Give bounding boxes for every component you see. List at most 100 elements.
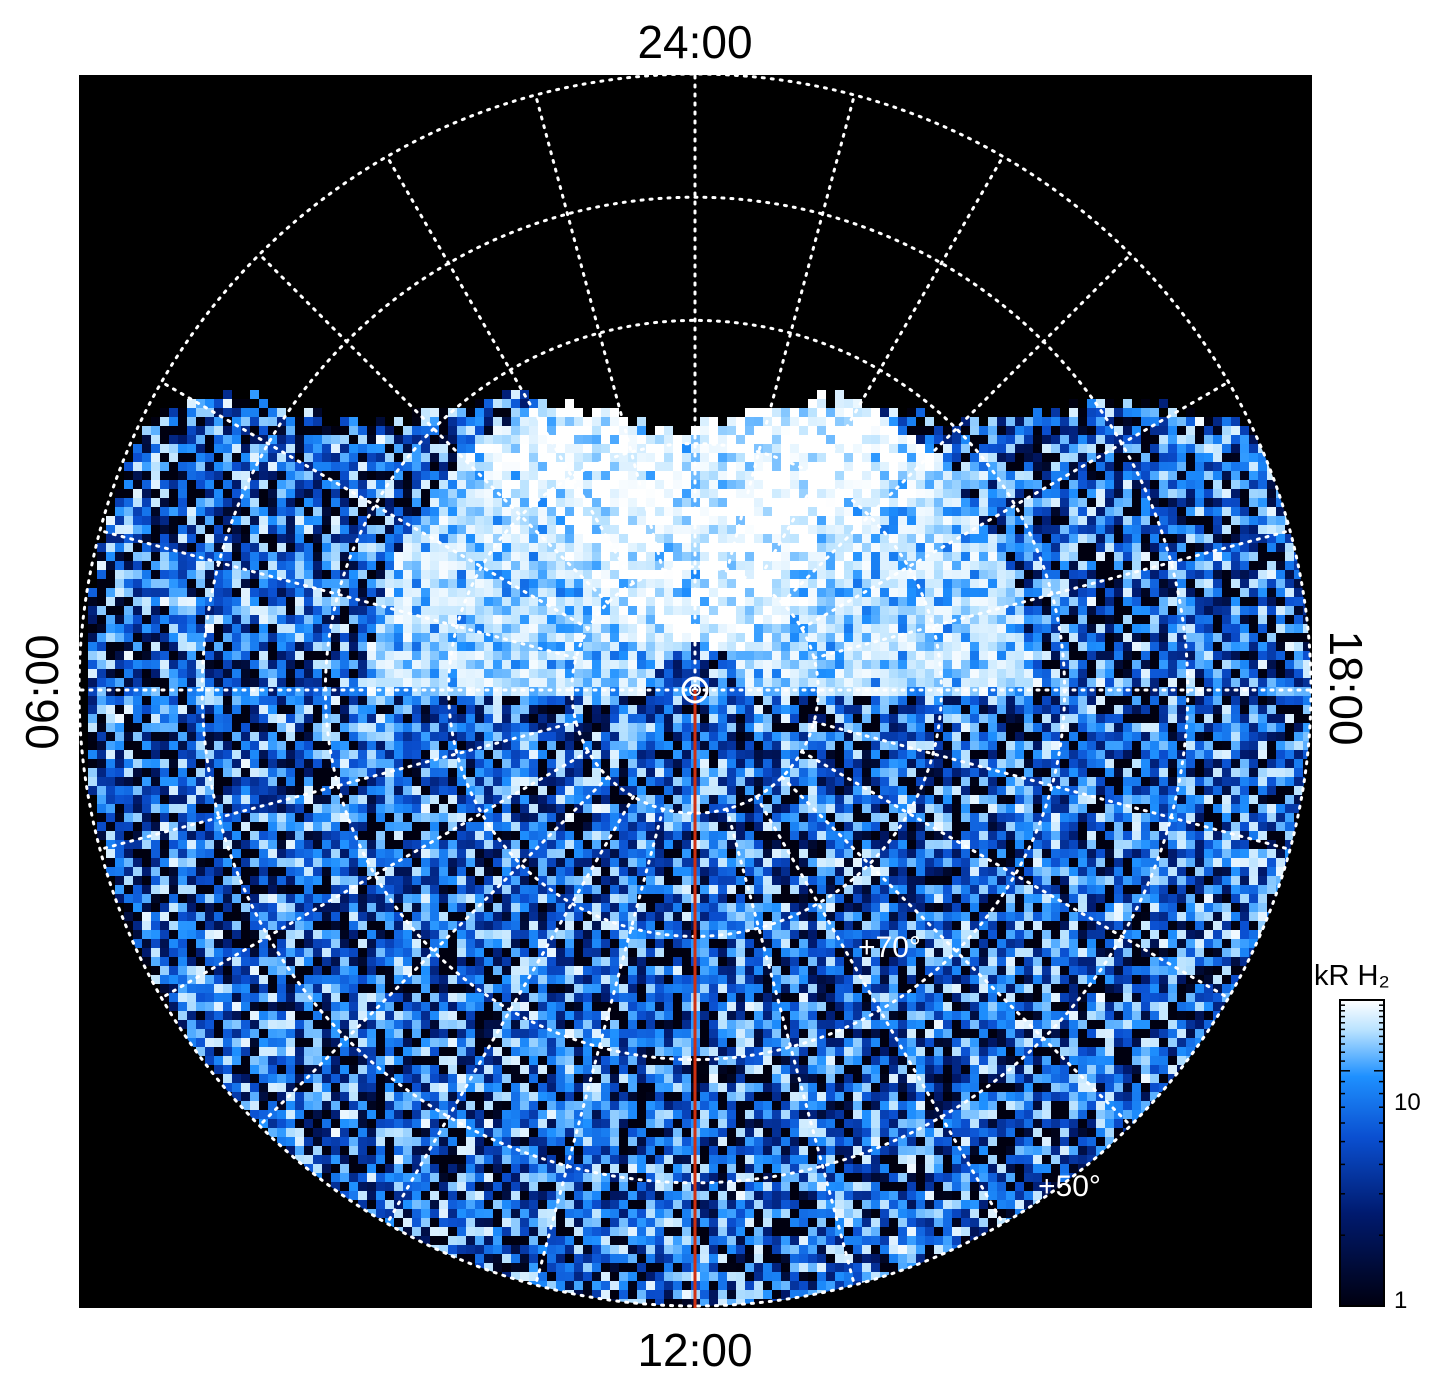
emission-pixel: [1051, 507, 1060, 516]
emission-pixel: [1276, 498, 1285, 507]
emission-pixel: [1087, 696, 1096, 705]
emission-pixel: [1240, 453, 1249, 462]
emission-pixel: [1294, 642, 1303, 651]
emission-pixel: [1042, 642, 1051, 651]
emission-pixel: [1096, 426, 1105, 435]
emission-pixel: [979, 705, 988, 714]
emission-pixel: [187, 534, 196, 543]
emission-pixel: [1177, 534, 1186, 543]
emission-pixel: [907, 696, 916, 705]
emission-pixel: [511, 714, 520, 723]
emission-pixel: [250, 588, 259, 597]
emission-pixel: [268, 588, 277, 597]
emission-pixel: [1105, 651, 1114, 660]
emission-pixel: [1150, 570, 1159, 579]
emission-pixel: [178, 687, 187, 696]
emission-pixel: [1006, 534, 1015, 543]
emission-pixel: [1285, 633, 1294, 642]
emission-pixel: [439, 714, 448, 723]
emission-pixel: [1042, 651, 1051, 660]
emission-pixel: [682, 705, 691, 714]
emission-pixel: [1042, 498, 1051, 507]
emission-pixel: [160, 534, 169, 543]
emission-pixel: [1042, 732, 1051, 741]
emission-pixel: [1258, 714, 1267, 723]
emission-pixel: [178, 453, 187, 462]
emission-pixel: [205, 660, 214, 669]
emission-pixel: [1186, 732, 1195, 741]
emission-pixel: [1195, 714, 1204, 723]
emission-pixel: [664, 732, 673, 741]
emission-pixel: [1222, 588, 1231, 597]
emission-pixel: [133, 606, 142, 615]
emission-pixel: [1096, 498, 1105, 507]
emission-pixel: [1222, 615, 1231, 624]
emission-pixel: [295, 642, 304, 651]
emission-pixel: [1060, 480, 1069, 489]
emission-pixel: [1222, 489, 1231, 498]
emission-pixel: [340, 525, 349, 534]
emission-pixel: [952, 714, 961, 723]
emission-pixel: [1168, 660, 1177, 669]
emission-pixel: [1276, 660, 1285, 669]
emission-pixel: [1078, 408, 1087, 417]
emission-pixel: [718, 732, 727, 741]
emission-pixel: [511, 705, 520, 714]
emission-pixel: [1249, 723, 1258, 732]
emission-pixel: [1123, 705, 1132, 714]
emission-pixel: [1069, 489, 1078, 498]
emission-pixel: [1078, 516, 1087, 525]
emission-pixel: [295, 489, 304, 498]
emission-pixel: [403, 507, 412, 516]
emission-pixel: [349, 525, 358, 534]
emission-pixel: [1033, 633, 1042, 642]
emission-pixel: [349, 651, 358, 660]
emission-pixel: [1078, 534, 1087, 543]
emission-pixel: [862, 705, 871, 714]
emission-pixel: [286, 624, 295, 633]
emission-pixel: [1150, 417, 1159, 426]
emission-pixel: [1168, 651, 1177, 660]
emission-pixel: [1087, 534, 1096, 543]
emission-pixel: [1096, 462, 1105, 471]
emission-pixel: [250, 687, 259, 696]
emission-pixel: [1258, 642, 1267, 651]
emission-pixel: [565, 714, 574, 723]
emission-pixel: [1087, 588, 1096, 597]
emission-pixel: [1213, 507, 1222, 516]
emission-pixel: [1141, 669, 1150, 678]
emission-pixel: [1051, 552, 1060, 561]
emission-pixel: [727, 714, 736, 723]
emission-pixel: [214, 696, 223, 705]
emission-pixel: [97, 669, 106, 678]
emission-pixel: [232, 543, 241, 552]
emission-pixel: [205, 435, 214, 444]
emission-pixel: [331, 498, 340, 507]
emission-pixel: [1294, 696, 1303, 705]
emission-pixel: [358, 723, 367, 732]
emission-pixel: [1258, 633, 1267, 642]
emission-pixel: [1213, 732, 1222, 741]
emission-pixel: [250, 507, 259, 516]
emission-pixel: [205, 732, 214, 741]
emission-pixel: [1060, 615, 1069, 624]
emission-pixel: [1231, 507, 1240, 516]
emission-pixel: [124, 705, 133, 714]
emission-pixel: [232, 669, 241, 678]
emission-pixel: [340, 660, 349, 669]
emission-pixel: [1078, 480, 1087, 489]
emission-pixel: [1231, 480, 1240, 489]
emission-pixel: [1222, 723, 1231, 732]
emission-pixel: [943, 732, 952, 741]
emission-pixel: [160, 498, 169, 507]
emission-pixel: [151, 516, 160, 525]
emission-pixel: [295, 624, 304, 633]
emission-pixel: [1033, 561, 1042, 570]
emission-pixel: [1042, 597, 1051, 606]
emission-pixel: [1105, 570, 1114, 579]
emission-pixel: [1258, 570, 1267, 579]
emission-pixel: [997, 741, 1006, 750]
emission-pixel: [1159, 579, 1168, 588]
emission-pixel: [1141, 543, 1150, 552]
emission-pixel: [601, 714, 610, 723]
